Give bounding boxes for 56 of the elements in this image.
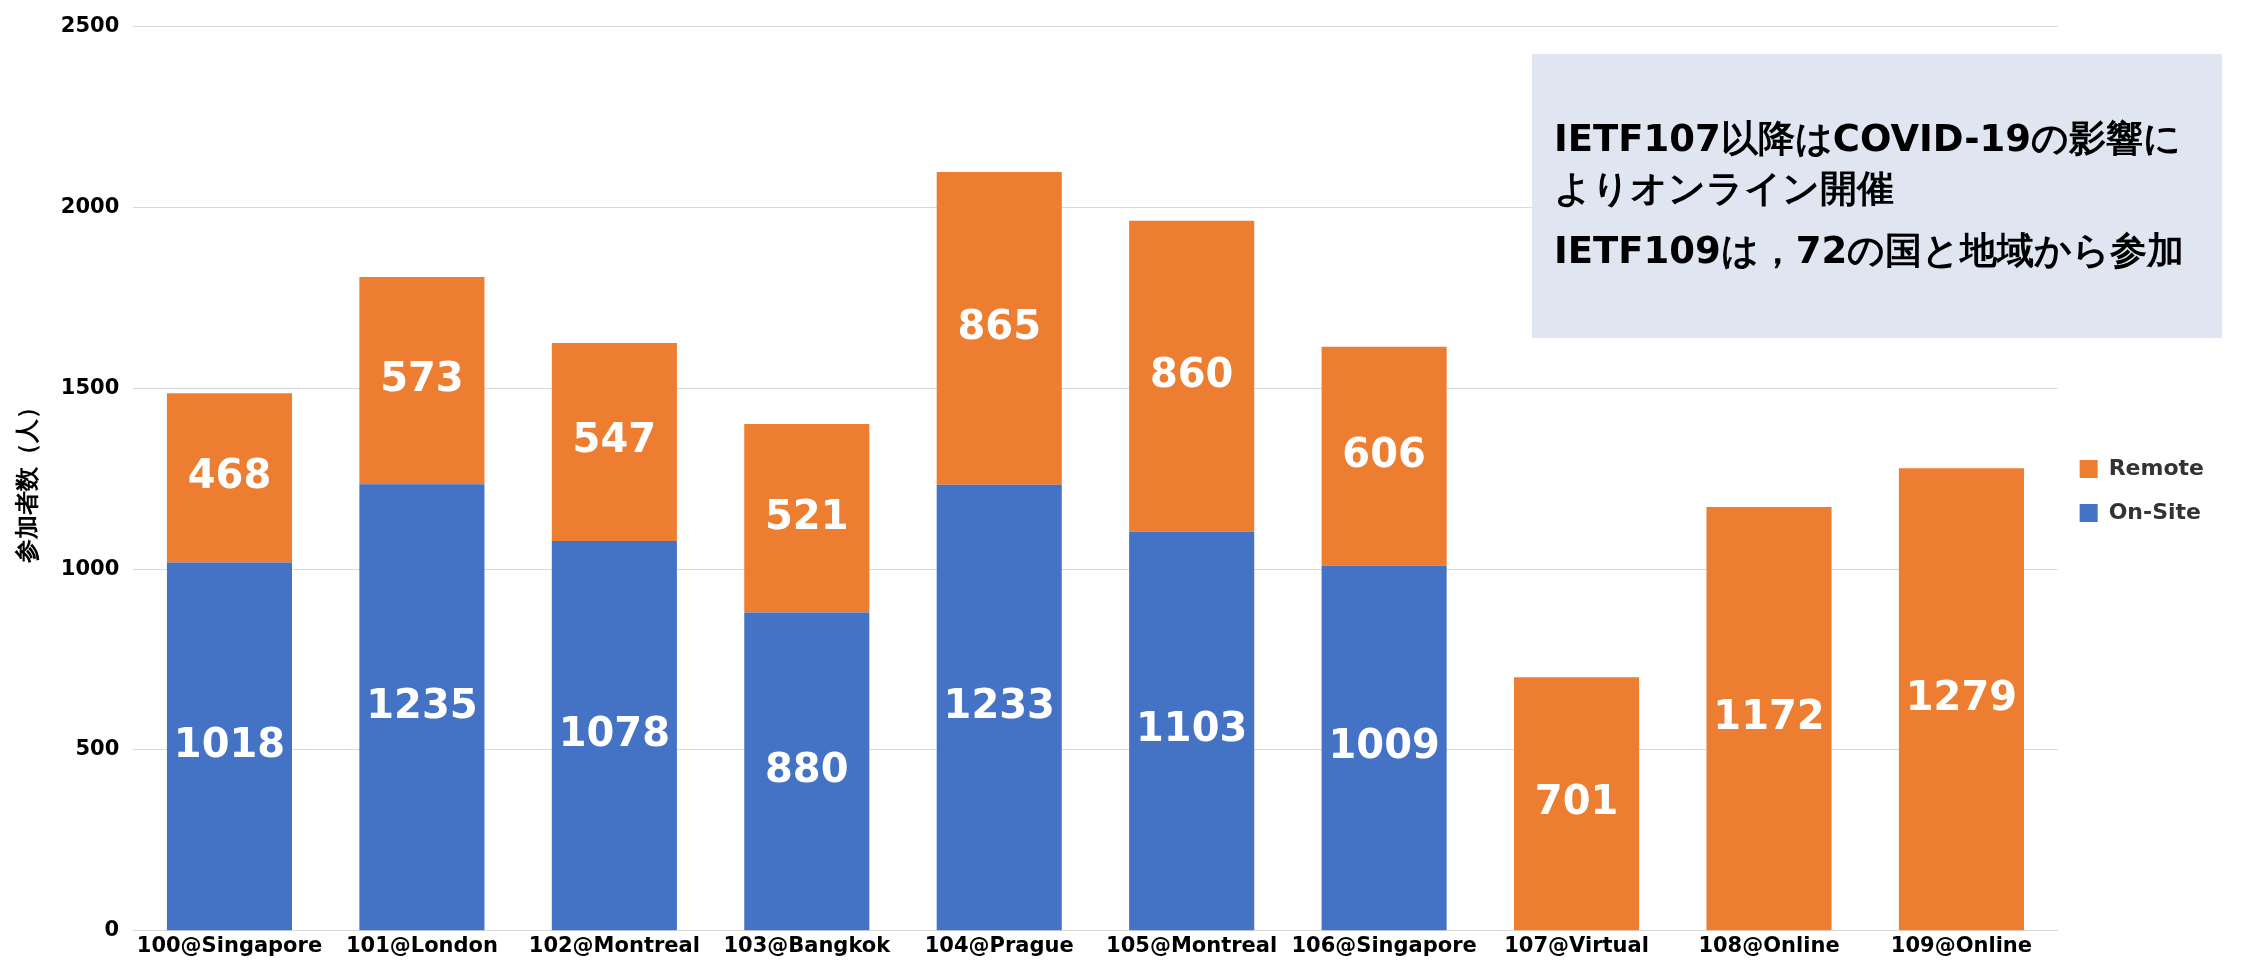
x-tick-label: 106@Singapore xyxy=(1291,932,1477,957)
x-tick-label: 109@Online xyxy=(1890,932,2033,957)
bar xyxy=(1129,531,1255,931)
bar xyxy=(551,343,677,541)
y-tick-label: 2500 xyxy=(60,13,120,38)
x-tick-label: 108@Online xyxy=(1698,932,1840,957)
bar xyxy=(166,562,293,931)
y-tick-label: 2000 xyxy=(60,193,120,218)
legend-label: On-Site xyxy=(2108,498,2201,524)
x-tick-label: 103@Bangkok xyxy=(723,932,892,957)
bar xyxy=(359,484,485,931)
data-label: 1172 xyxy=(1713,692,1825,738)
data-label: 860 xyxy=(1149,349,1234,396)
data-label: 1103 xyxy=(1136,704,1248,751)
x-tick-label: 100@Singapore xyxy=(136,932,323,957)
bar xyxy=(936,484,1062,931)
bar xyxy=(1321,346,1447,566)
bar xyxy=(1898,468,2024,931)
data-label: 1078 xyxy=(558,709,671,755)
data-label: 1279 xyxy=(1905,672,2018,719)
bar xyxy=(551,540,677,931)
bar xyxy=(1129,220,1255,532)
bar xyxy=(1706,506,1832,931)
bar xyxy=(744,424,870,613)
annotation: IETF109は，72の国と地域から参加 xyxy=(1554,228,2186,274)
y-axis-title: 参加者数（人） xyxy=(12,394,41,564)
bar xyxy=(359,276,485,485)
bar xyxy=(936,172,1062,485)
data-label: 1233 xyxy=(943,680,1055,727)
data-label: 468 xyxy=(187,451,272,498)
data-label: 1235 xyxy=(366,680,478,727)
bar xyxy=(166,393,293,563)
data-label: 521 xyxy=(765,491,849,538)
bar xyxy=(1514,677,1640,931)
note-box: IETF107以降はCOVID-19の影響によりオンライン開催 IETF109は，72の国と地域から参加 xyxy=(1532,54,2222,338)
legend-label: Remote xyxy=(2108,454,2205,480)
y-tick-label: 500 xyxy=(75,736,120,761)
x-tick-label: 102@Montreal xyxy=(528,932,700,957)
data-label: 1018 xyxy=(173,719,286,766)
x-tick-label: 104@Prague xyxy=(924,932,1074,957)
data-label: 701 xyxy=(1534,777,1619,824)
y-tick-label: 0 xyxy=(104,917,120,942)
data-label: 880 xyxy=(765,744,849,791)
annotation: IETF107以降はCOVID-19の影響によりオンライン開催 xyxy=(1554,116,2183,212)
x-tick-label: 101@London xyxy=(345,932,498,957)
data-label: 865 xyxy=(957,301,1041,348)
x-tick-label: 105@Montreal xyxy=(1106,932,1278,957)
data-label: 1009 xyxy=(1328,721,1440,768)
x-tick-label: 107@Virtual xyxy=(1504,932,1649,957)
data-label: 547 xyxy=(572,415,657,462)
bar xyxy=(1321,565,1447,931)
y-tick-label: 1000 xyxy=(60,555,120,580)
bar xyxy=(744,612,870,931)
data-label: 573 xyxy=(380,353,464,400)
data-label: 606 xyxy=(1342,429,1426,476)
y-tick-label: 1500 xyxy=(60,374,120,399)
